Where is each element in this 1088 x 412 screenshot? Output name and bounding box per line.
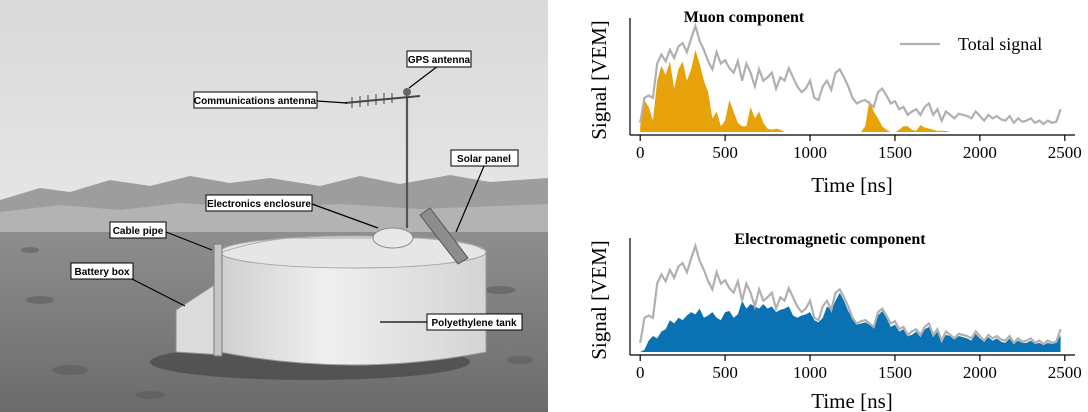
em-y-axis-label: Signal [VEM] — [587, 240, 611, 360]
em-plot-area — [639, 242, 1062, 352]
muon-x-tick-label: 500 — [712, 143, 738, 162]
em-chart: 0 500 1000 1500 2000 2500 Electromagnetic com… — [587, 231, 1082, 412]
polyethylene-tank — [219, 235, 487, 366]
em-axes: 0 500 1000 1500 2000 2500 — [629, 238, 1082, 382]
em-component-area — [640, 292, 1061, 352]
gps-antenna-shape — [403, 88, 411, 96]
muon-y-axis-label: Signal [VEM] — [587, 20, 611, 140]
polyethylene-tank-label: Polyethylene tank — [431, 318, 516, 329]
cable-pipe — [213, 243, 223, 357]
muon-plot-area — [639, 22, 1062, 132]
muon-x-tick-label: 0 — [636, 143, 645, 162]
em-x-tick-label: 1500 — [878, 363, 912, 382]
em-x-tick-label: 2000 — [963, 363, 997, 382]
solar-panel — [419, 207, 469, 265]
em-x-axis-label: Time [ns] — [811, 389, 893, 412]
em-x-tick-label: 0 — [636, 363, 645, 382]
muon-axes: 0 500 1000 1500 2000 2500 — [629, 18, 1082, 162]
muon-x-tick-label: 2500 — [1048, 143, 1082, 162]
callout-battery: Battery box — [70, 262, 186, 307]
gps-antenna-label: GPS antenna — [408, 55, 471, 66]
charts-panel: 0 500 1000 1500 2000 2500 Muon component Time… — [587, 9, 1082, 412]
muon-x-tick-label: 1000 — [793, 143, 827, 162]
muon-x-tick-label: 2000 — [963, 143, 997, 162]
em-x-tick-label: 500 — [712, 363, 738, 382]
muon-chart: 0 500 1000 1500 2000 2500 Muon component Time… — [587, 9, 1082, 197]
callout-electronics: Electronics enclosure — [205, 194, 379, 229]
muon-x-axis-label: Time [ns] — [811, 173, 893, 197]
battery-box-label: Battery box — [74, 267, 129, 278]
comms-antenna-label: Communications antenna — [194, 96, 317, 107]
em-x-tick-label: 1000 — [793, 363, 827, 382]
comms-antenna-boom — [344, 95, 421, 104]
muon-chart-title: Muon component — [684, 9, 805, 26]
detector-station-photo: GPS antenna Communications antenna Solar… — [0, 0, 548, 412]
electronics-dome — [372, 227, 414, 249]
callout-tank: Polyethylene tank — [380, 313, 523, 331]
em-chart-title: Electromagnetic component — [734, 231, 926, 248]
yagi-elements — [351, 93, 393, 108]
callout-gps: GPS antenna — [406, 50, 472, 89]
electronics-enclosure-label: Electronics enclosure — [207, 199, 311, 210]
em-total-signal-line — [639, 242, 1062, 346]
callout-cable: Cable pipe — [109, 221, 213, 251]
callout-comms: Communications antenna — [193, 91, 348, 109]
legend: Total signal — [900, 34, 1042, 54]
callout-solar: Solar panel — [450, 149, 519, 233]
em-x-tick-label: 2500 — [1048, 363, 1082, 382]
legend-label: Total signal — [958, 34, 1042, 54]
cable-pipe-label: Cable pipe — [113, 226, 164, 237]
solar-panel-label: Solar panel — [457, 154, 511, 165]
muon-x-tick-label: 1500 — [878, 143, 912, 162]
muon-total-signal-line — [639, 22, 1062, 126]
muon-component-area — [640, 49, 951, 132]
